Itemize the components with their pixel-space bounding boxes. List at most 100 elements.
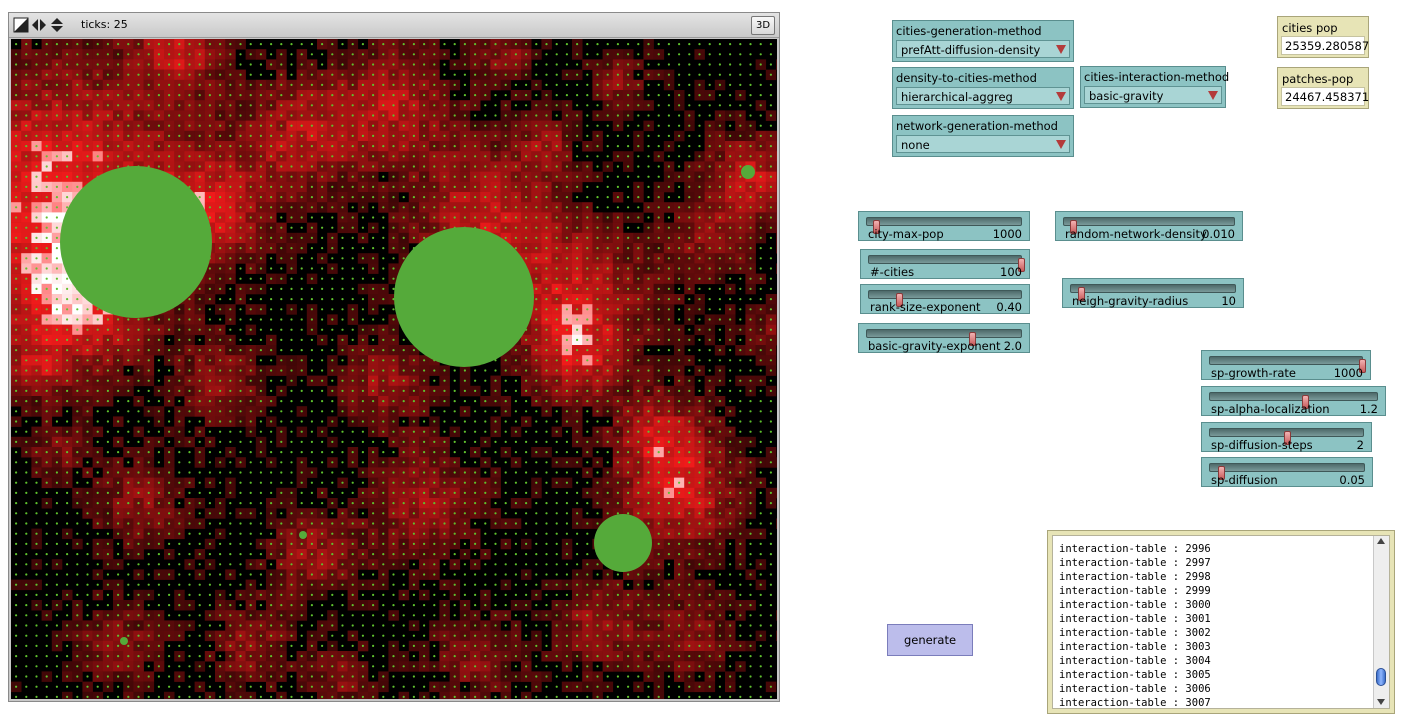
world-canvas[interactable] [11,39,777,699]
city-dot [423,236,426,239]
city-dot [15,124,18,127]
city-dot [35,175,38,178]
city-dot [504,236,507,239]
city-dot [35,53,38,56]
city-dot [300,175,303,178]
city-dot [627,236,630,239]
city-dot [280,155,283,158]
city-dot [708,83,711,86]
city-dot [198,165,201,168]
city-dot [688,145,691,148]
city-dot [708,226,711,229]
city-dot [474,94,477,97]
city-dot [382,165,385,168]
city-dot [708,114,711,117]
city-dot [474,155,477,158]
city-dot [688,155,691,158]
city-dot [433,216,436,219]
city-dot [382,43,385,46]
city-dot [45,185,48,188]
city-dot [229,94,232,97]
city-dot [25,185,28,188]
city-dot [117,53,120,56]
city-dot [382,124,385,127]
patch [776,630,777,642]
city-dot [106,104,109,107]
city-dot [392,83,395,86]
city-dot [535,43,538,46]
city-dot [219,73,222,76]
city-dot [514,94,517,97]
city-dot [545,236,548,239]
city-dot [35,63,38,66]
city-dot [494,165,497,168]
city-dot [504,73,507,76]
city-dot [484,185,487,188]
city-dot [45,155,48,158]
city-dot [361,155,364,158]
horizontal-arrows-icon[interactable] [31,17,47,33]
city-dot [66,145,69,148]
city-dot [137,43,140,46]
vertical-arrows-icon[interactable] [49,17,65,33]
city-dot [504,216,507,219]
city-dot [749,73,752,76]
city-dot [239,175,242,178]
city-dot [637,124,640,127]
city-dot [127,134,130,137]
city-dot [168,155,171,158]
city-dot [739,226,742,229]
city-dot [637,196,640,199]
city-dot [290,83,293,86]
city-dot [76,83,79,86]
city-dot [96,63,99,66]
city-dot [412,73,415,76]
city-dot [535,165,538,168]
ticks-counter: ticks: 25 [81,18,128,31]
3d-view-button[interactable]: 3D [751,16,775,35]
patch [776,324,777,336]
city-dot [576,63,579,66]
city-dot [392,216,395,219]
city-dot [484,155,487,158]
city-dot [361,114,364,117]
city-dot [484,104,487,107]
city-dot [392,134,395,137]
city-dot [168,124,171,127]
city-dot [565,94,569,97]
patch [225,691,236,699]
city-dot [249,185,252,188]
city-dot [392,73,395,76]
city-dot [525,216,528,219]
city-dot [657,43,660,46]
city-dot [433,73,436,76]
city-dot [474,165,477,168]
city-dot [208,216,211,219]
city-dot [15,216,18,219]
city-dot [239,145,242,148]
city-dot [321,206,324,209]
city-dot [667,73,671,76]
city-dot [423,226,426,229]
city-dot [117,63,120,66]
city-dot [463,83,466,86]
zoom-icon[interactable] [13,17,29,33]
city-dot [157,53,160,56]
city-dot [321,165,324,168]
city-dot [627,94,630,97]
city-dot [749,124,752,127]
patch [776,212,777,223]
city-dot [576,165,579,168]
city-dot [76,114,79,117]
city-dot [157,83,160,86]
city-dot [647,236,650,239]
city-dot [331,43,334,46]
patch [521,691,532,699]
city-dot [647,165,650,168]
city-dot [545,196,548,199]
city-dot [443,124,446,127]
city-dot [606,155,609,158]
city-dot [249,53,252,56]
city-dot [208,175,211,178]
city-dot [616,226,620,229]
